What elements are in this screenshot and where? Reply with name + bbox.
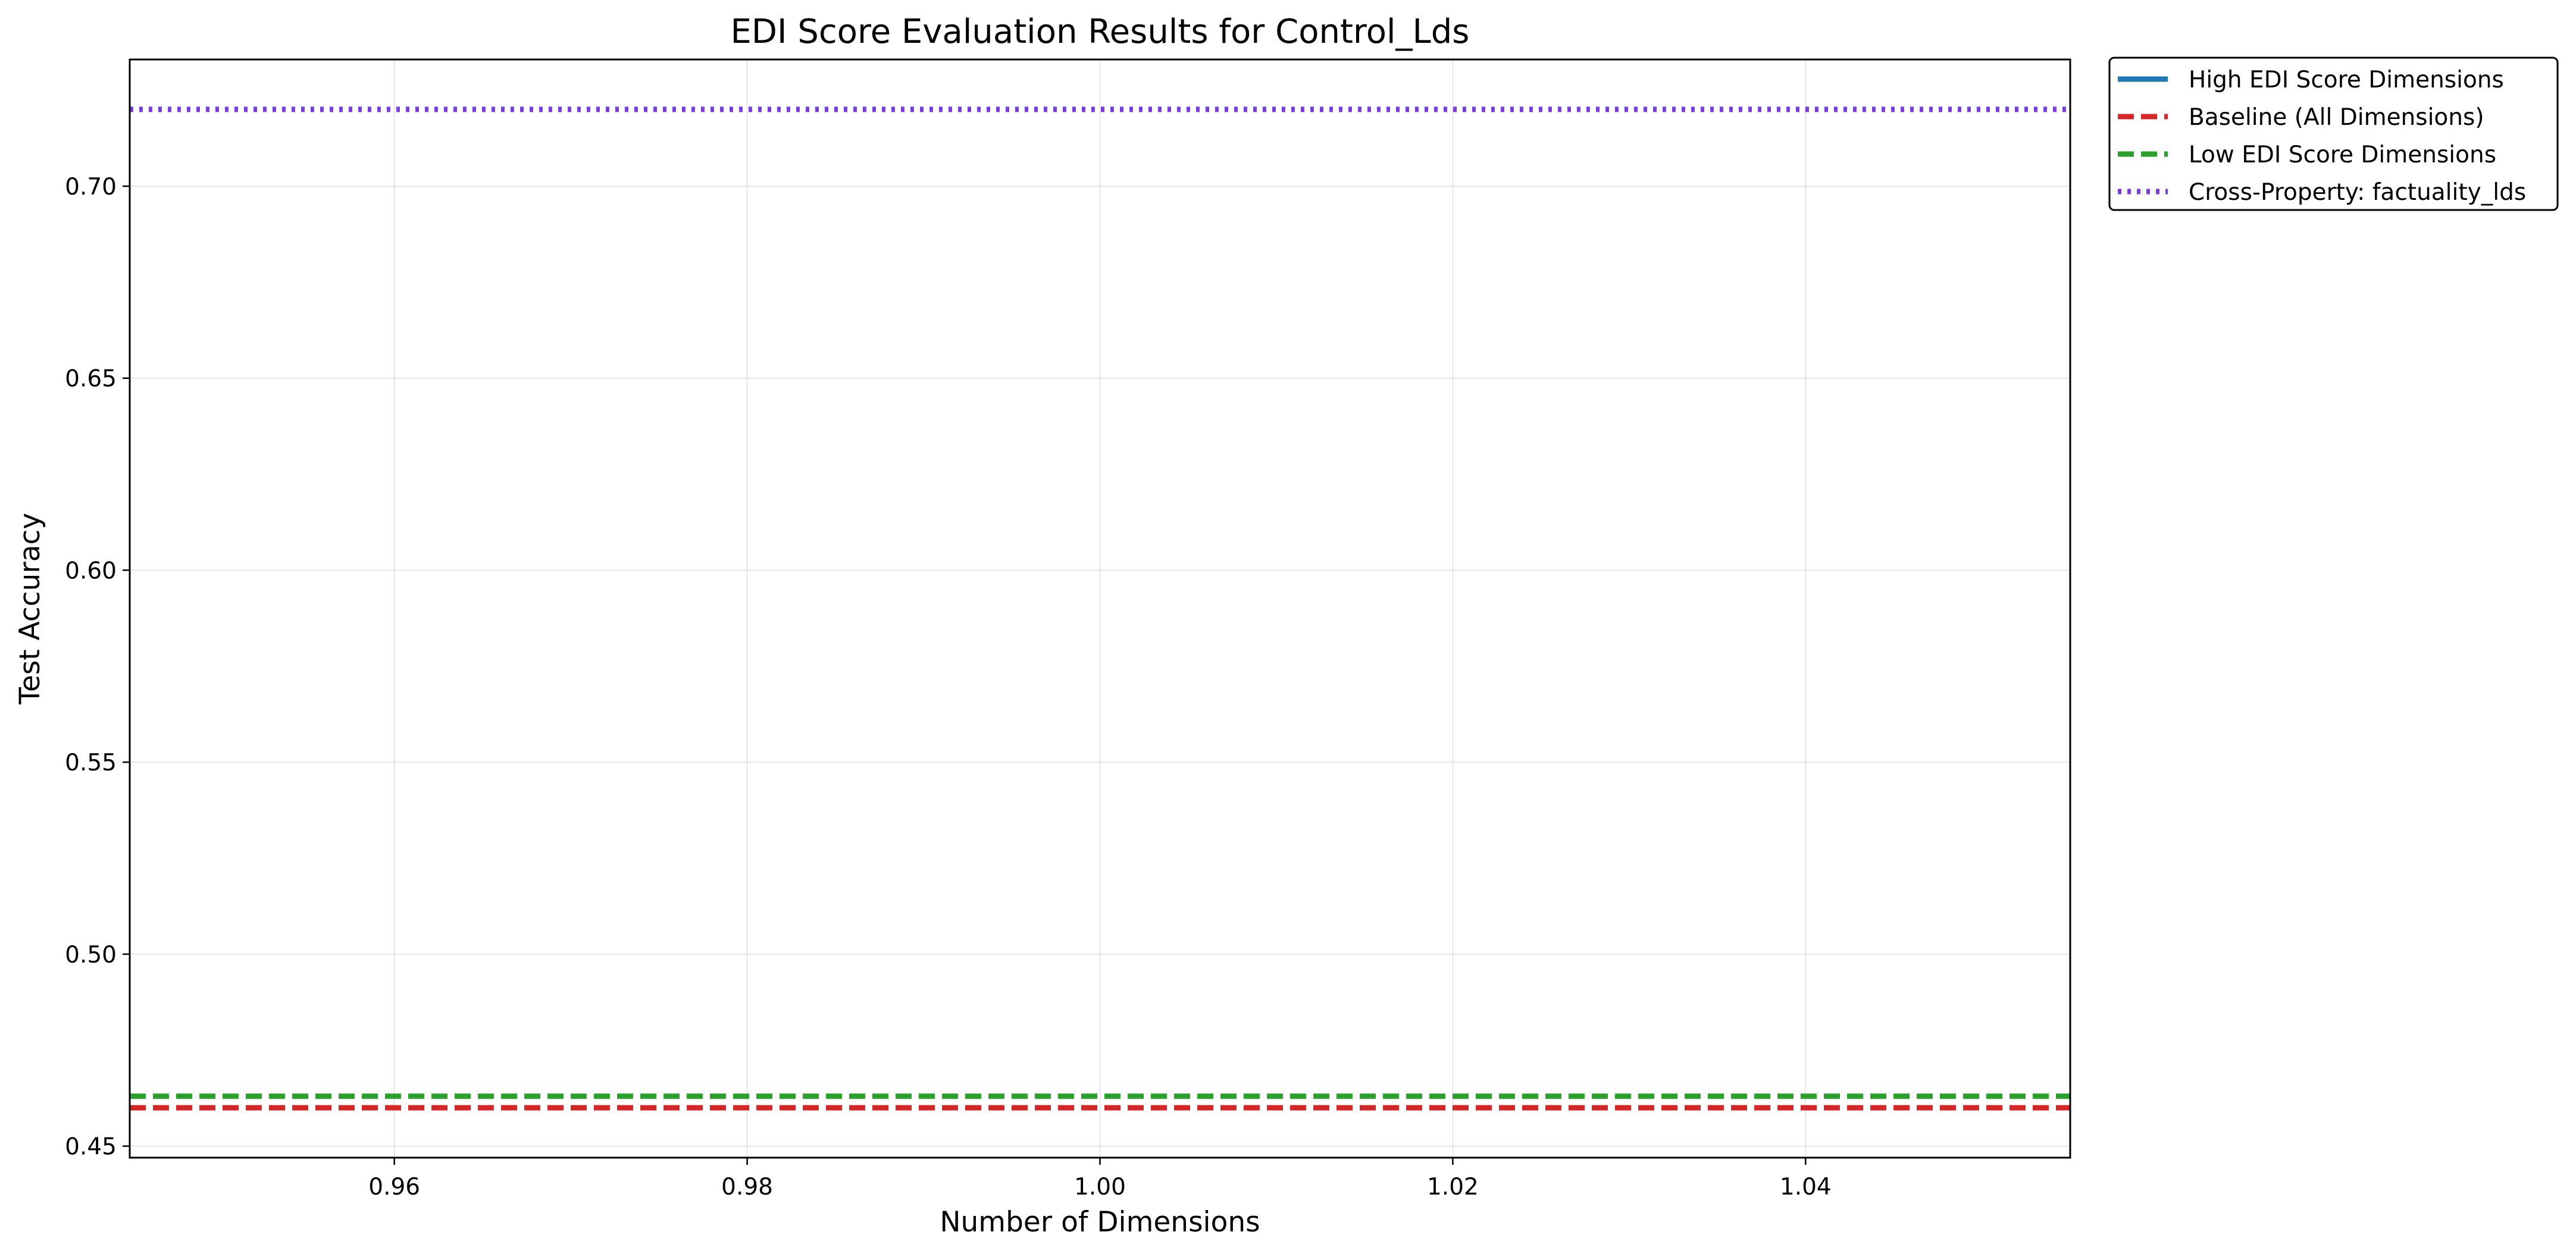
x-tick-label: 1.00 xyxy=(1074,1174,1126,1200)
y-tick-label: 0.50 xyxy=(65,942,117,968)
y-tick-label: 0.55 xyxy=(65,750,117,776)
x-tick-label: 1.04 xyxy=(1780,1174,1832,1200)
y-tick-label: 0.70 xyxy=(65,174,117,200)
y-tick-label: 0.45 xyxy=(65,1134,117,1161)
y-tick-label: 0.60 xyxy=(65,557,117,584)
y-axis-label: Test Accuracy xyxy=(14,513,46,705)
x-tick-label: 1.02 xyxy=(1427,1174,1479,1200)
legend-label: Cross-Property: factuality_lds xyxy=(2189,179,2526,206)
x-tick-label: 0.98 xyxy=(721,1174,773,1200)
legend-label: Baseline (All Dimensions) xyxy=(2189,104,2484,131)
legend-box xyxy=(2108,57,2559,211)
legend-label: High EDI Score Dimensions xyxy=(2189,67,2504,93)
y-tick-label: 0.65 xyxy=(65,366,117,393)
x-axis-label: Number of Dimensions xyxy=(940,1206,1260,1239)
x-axis-ticks: 0.96 0.98 1.00 1.02 1.04 xyxy=(368,1158,1832,1200)
chart-title: EDI Score Evaluation Results for Control… xyxy=(731,12,1470,51)
legend-label: Low EDI Score Dimensions xyxy=(2189,142,2496,168)
grid xyxy=(130,59,2070,1158)
series-lines xyxy=(130,106,2070,1111)
x-tick-label: 0.96 xyxy=(368,1174,420,1200)
y-axis-ticks: 0.45 0.50 0.55 0.60 0.65 0.70 xyxy=(65,174,130,1161)
legend: High EDI Score Dimensions Baseline (All D… xyxy=(2108,57,2559,211)
